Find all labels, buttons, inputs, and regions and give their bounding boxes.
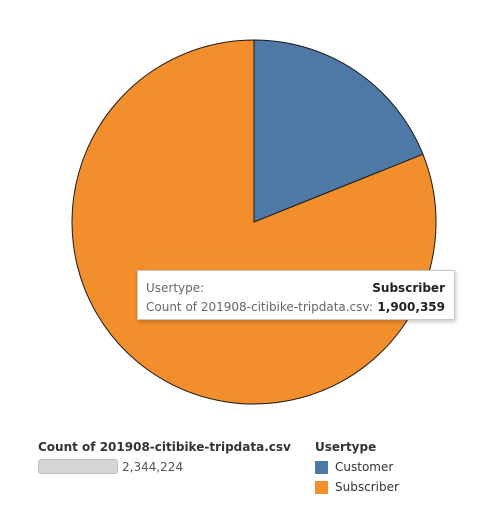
tooltip-row-usertype: Usertype: Subscriber <box>146 279 445 298</box>
tooltip-usertype-value: Subscriber <box>372 281 445 295</box>
legend-swatch-customer <box>315 460 328 474</box>
legend-item-customer[interactable]: Customer <box>315 459 465 475</box>
size-legend-swatch <box>38 459 118 474</box>
legend-label-customer: Customer <box>335 460 394 474</box>
size-legend-row: 2,344,224 <box>38 459 258 474</box>
size-legend: Count of 201908-citibike-tripdata.csv 2,… <box>38 439 291 474</box>
tooltip-usertype-label: Usertype: <box>146 281 205 295</box>
pie-slice-customer[interactable] <box>253 39 424 223</box>
color-legend: Usertype Customer Subscriber <box>315 439 465 495</box>
tooltip-row-count: Count of 201908-citibike-tripdata.csv: 1… <box>146 298 445 317</box>
legend-swatch-subscriber <box>315 480 328 494</box>
size-legend-value: 2,344,224 <box>122 459 184 474</box>
size-legend-title: Count of 201908-citibike-tripdata.csv <box>38 440 291 454</box>
legend-item-subscriber[interactable]: Subscriber <box>315 479 465 495</box>
color-legend-title: Usertype <box>315 440 377 454</box>
legend-label-subscriber: Subscriber <box>335 480 399 494</box>
tooltip: Usertype: Subscriber Count of 201908-cit… <box>137 270 455 320</box>
tooltip-count-value: 1,900,359 <box>377 300 445 314</box>
pie-chart <box>71 39 437 405</box>
tooltip-count-label: Count of 201908-citibike-tripdata.csv: <box>146 300 373 314</box>
